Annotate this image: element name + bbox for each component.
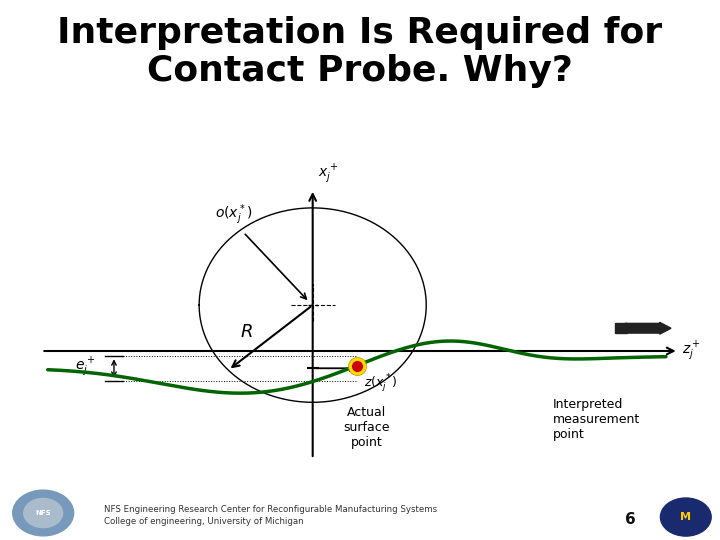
Text: NFS: NFS (35, 510, 51, 516)
Text: M: M (680, 512, 691, 522)
Text: 6: 6 (625, 511, 635, 526)
Text: NFS Engineering Research Center for Reconfigurable Manufacturing Systems
College: NFS Engineering Research Center for Reco… (104, 505, 438, 526)
Bar (616, 323, 627, 333)
Text: $e_j^+$: $e_j^+$ (75, 356, 95, 379)
Circle shape (13, 490, 73, 536)
Text: $x_j^+$: $x_j^+$ (318, 163, 338, 186)
FancyArrow shape (625, 322, 671, 334)
Text: $R$: $R$ (240, 323, 253, 341)
Text: Interpreted
measurement
point: Interpreted measurement point (552, 398, 639, 441)
Circle shape (660, 498, 711, 536)
Circle shape (24, 498, 63, 528)
Text: $o(x_j^*)$: $o(x_j^*)$ (215, 202, 253, 227)
Text: Interpretation Is Required for
Contact Probe. Why?: Interpretation Is Required for Contact P… (58, 16, 662, 88)
Text: $z_j^+$: $z_j^+$ (682, 340, 701, 362)
Text: Actual
surface
point: Actual surface point (343, 406, 390, 449)
Text: $z(x_j^*)$: $z(x_j^*)$ (364, 373, 398, 395)
